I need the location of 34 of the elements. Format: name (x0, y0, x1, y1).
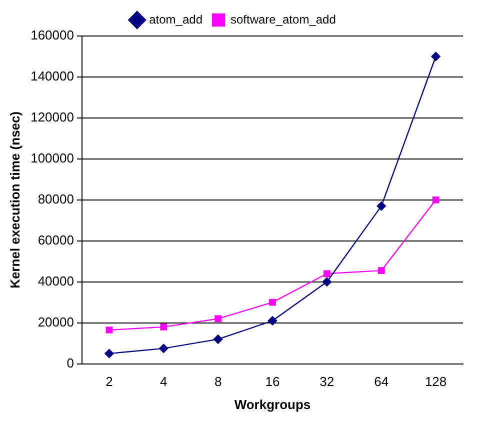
y-tick-label: 100000 (30, 150, 74, 166)
x-tick-label: 128 (424, 374, 447, 390)
y-tick-label: 40000 (38, 273, 74, 288)
point (378, 267, 385, 274)
x-tick-label: 32 (320, 374, 334, 390)
point (106, 326, 113, 334)
point (322, 277, 332, 286)
point (269, 298, 276, 306)
legend-label: software_atom_add (230, 12, 336, 26)
x-tick-label: 16 (265, 374, 280, 390)
y-tick-label: 20000 (38, 314, 74, 330)
x-tick-label: 2 (106, 374, 113, 390)
y-tick-label: 140000 (30, 68, 74, 84)
point (213, 334, 223, 344)
point (214, 315, 222, 322)
x-axis-title: Workgroups (234, 396, 311, 412)
x-tick-label: 4 (160, 374, 168, 390)
y-tick-label: 60000 (38, 232, 74, 248)
y-axis-title: Kernel execution time (nsec) (7, 111, 22, 288)
point (159, 344, 168, 354)
point (323, 270, 330, 278)
y-tick-label: 80000 (38, 191, 74, 206)
legend-label: atom_add (149, 12, 202, 26)
point (104, 348, 114, 358)
x-tick-label: 8 (214, 374, 222, 390)
point (376, 201, 386, 211)
point (432, 196, 440, 204)
x-tick-label: 64 (374, 374, 389, 390)
y-tick-label: 0 (66, 355, 74, 370)
point (160, 323, 168, 330)
y-tick-label: 160000 (30, 28, 74, 43)
y-tick-label: 120000 (30, 110, 74, 125)
point (431, 52, 440, 62)
point (268, 316, 278, 326)
